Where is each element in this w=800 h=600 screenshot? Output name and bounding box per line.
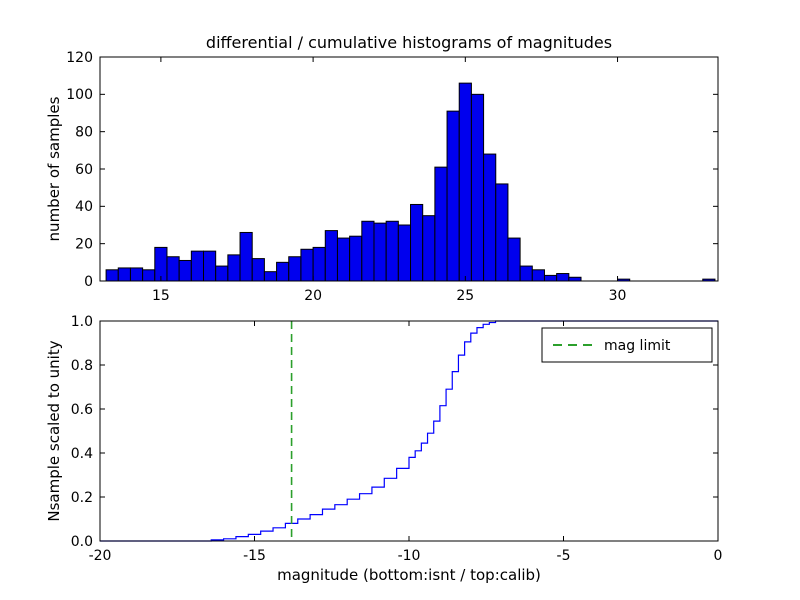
histogram-bar — [203, 250, 217, 282]
chart-title: differential / cumulative histograms of … — [205, 33, 613, 52]
histogram-bar — [239, 231, 253, 282]
histogram-bar — [154, 246, 168, 282]
histogram-bar — [190, 250, 205, 282]
histogram-bar — [434, 166, 448, 282]
y-tick-label: 0.8 — [71, 358, 93, 374]
histogram-bar — [166, 256, 180, 282]
x-axis-label: magnitude (bottom:isnt / top:calib) — [277, 566, 541, 584]
histogram-bar — [263, 271, 278, 282]
legend-label: mag limit — [604, 338, 671, 354]
histogram-bar — [300, 248, 314, 282]
histogram-bar — [227, 254, 241, 282]
histogram-bar — [142, 269, 156, 282]
histogram-bar — [458, 82, 472, 282]
y-tick-label: 120 — [66, 50, 93, 66]
histogram-bar — [117, 267, 131, 282]
histogram-bar — [361, 220, 375, 282]
histogram-bar — [312, 246, 326, 282]
y-tick-label: 0.0 — [71, 534, 93, 550]
x-tick-label: 0 — [714, 548, 723, 564]
histogram-bar — [422, 215, 436, 282]
x-tick-label: -5 — [557, 548, 571, 564]
histogram-bar — [178, 259, 192, 282]
y-tick-label: 60 — [75, 162, 93, 178]
y-tick-label: 40 — [75, 199, 93, 215]
x-tick-label: -10 — [398, 548, 421, 564]
histogram-bar — [251, 258, 265, 282]
x-tick-label: -20 — [89, 548, 112, 564]
histogram-bar — [483, 153, 497, 282]
histogram-bar — [336, 237, 351, 282]
y-tick-label: 80 — [75, 125, 93, 141]
histogram-bar — [519, 265, 533, 282]
histogram-bar — [373, 222, 387, 282]
histogram-bar — [568, 276, 582, 282]
histogram-bar — [543, 274, 558, 282]
histogram-bar — [385, 220, 399, 282]
histogram-bar — [410, 203, 424, 282]
histogram-bar — [507, 237, 521, 282]
x-tick-label: -15 — [243, 548, 266, 564]
histogram-bar — [470, 93, 485, 282]
histogram-bar — [495, 183, 509, 282]
histogram-bar — [215, 265, 229, 282]
histogram-bar — [129, 267, 144, 282]
histogram-bar — [349, 235, 363, 282]
x-tick-label: 15 — [152, 288, 170, 304]
axes-frame — [99, 320, 719, 542]
axes-frame — [99, 56, 719, 282]
cumulative-line — [100, 320, 718, 542]
y-tick-label: 0.2 — [71, 490, 93, 506]
x-tick-label: 20 — [304, 288, 322, 304]
histogram-bar — [531, 269, 545, 282]
x-tick-label: 25 — [456, 288, 474, 304]
x-tick-label: 30 — [609, 288, 627, 304]
histogram-bar — [276, 261, 290, 282]
y-tick-label: 1.0 — [71, 314, 93, 330]
histogram-bar — [397, 224, 412, 282]
y-tick-label: 0.6 — [71, 402, 93, 418]
histogram-bar — [446, 110, 460, 282]
y-tick-label: 20 — [75, 237, 93, 253]
y-tick-label: 0.4 — [71, 446, 93, 462]
histogram-bar — [288, 256, 302, 282]
y-tick-label: 100 — [66, 87, 93, 103]
y-tick-label: 0 — [84, 274, 93, 290]
histogram-bar — [105, 269, 119, 282]
histogram-bar — [556, 273, 570, 282]
histogram-bar — [324, 230, 338, 282]
